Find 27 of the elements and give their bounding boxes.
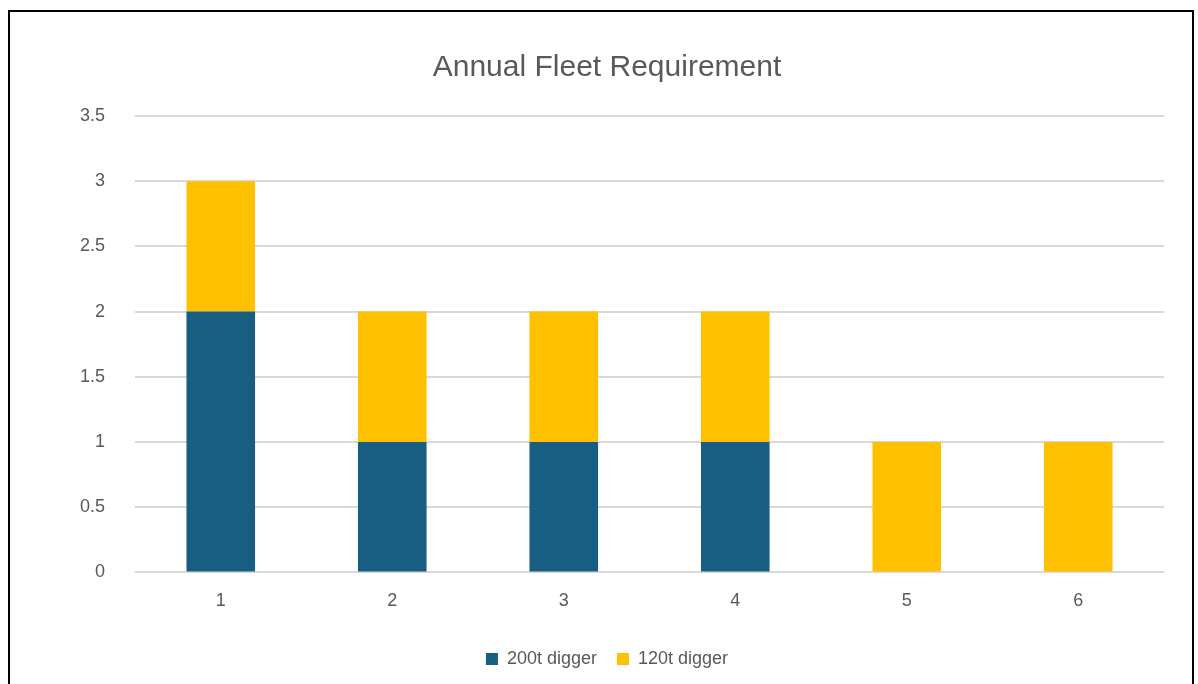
bar — [529, 311, 599, 442]
legend-label: 200t digger — [506, 647, 598, 668]
bar — [357, 442, 427, 572]
y-tick-label: 2.5 — [79, 235, 106, 256]
y-tick-label: 0 — [95, 561, 106, 582]
x-tick-label: 4 — [730, 590, 741, 611]
y-tick-label: 3 — [95, 170, 106, 191]
bar — [529, 442, 599, 572]
bar — [357, 311, 427, 442]
y-tick-label: 1 — [95, 430, 106, 451]
x-tick-label: 5 — [901, 590, 912, 611]
x-tick-label: 3 — [558, 590, 569, 611]
x-tick-label: 1 — [215, 590, 226, 611]
y-tick-label: 0.5 — [79, 496, 106, 517]
bar — [186, 311, 256, 572]
y-tick-label: 1.5 — [79, 365, 106, 386]
bar — [700, 442, 770, 572]
bar — [1043, 442, 1113, 572]
x-tick-label: 2 — [387, 590, 398, 611]
bar — [186, 181, 256, 312]
legend-label: 120t digger — [638, 647, 729, 668]
chart-title: Annual Fleet Requirement — [432, 49, 782, 83]
bar — [700, 311, 770, 442]
y-tick-label: 2 — [95, 300, 106, 321]
x-tick-label: 6 — [1073, 590, 1084, 611]
y-tick-label: 3.5 — [79, 104, 106, 125]
bar — [872, 442, 942, 572]
